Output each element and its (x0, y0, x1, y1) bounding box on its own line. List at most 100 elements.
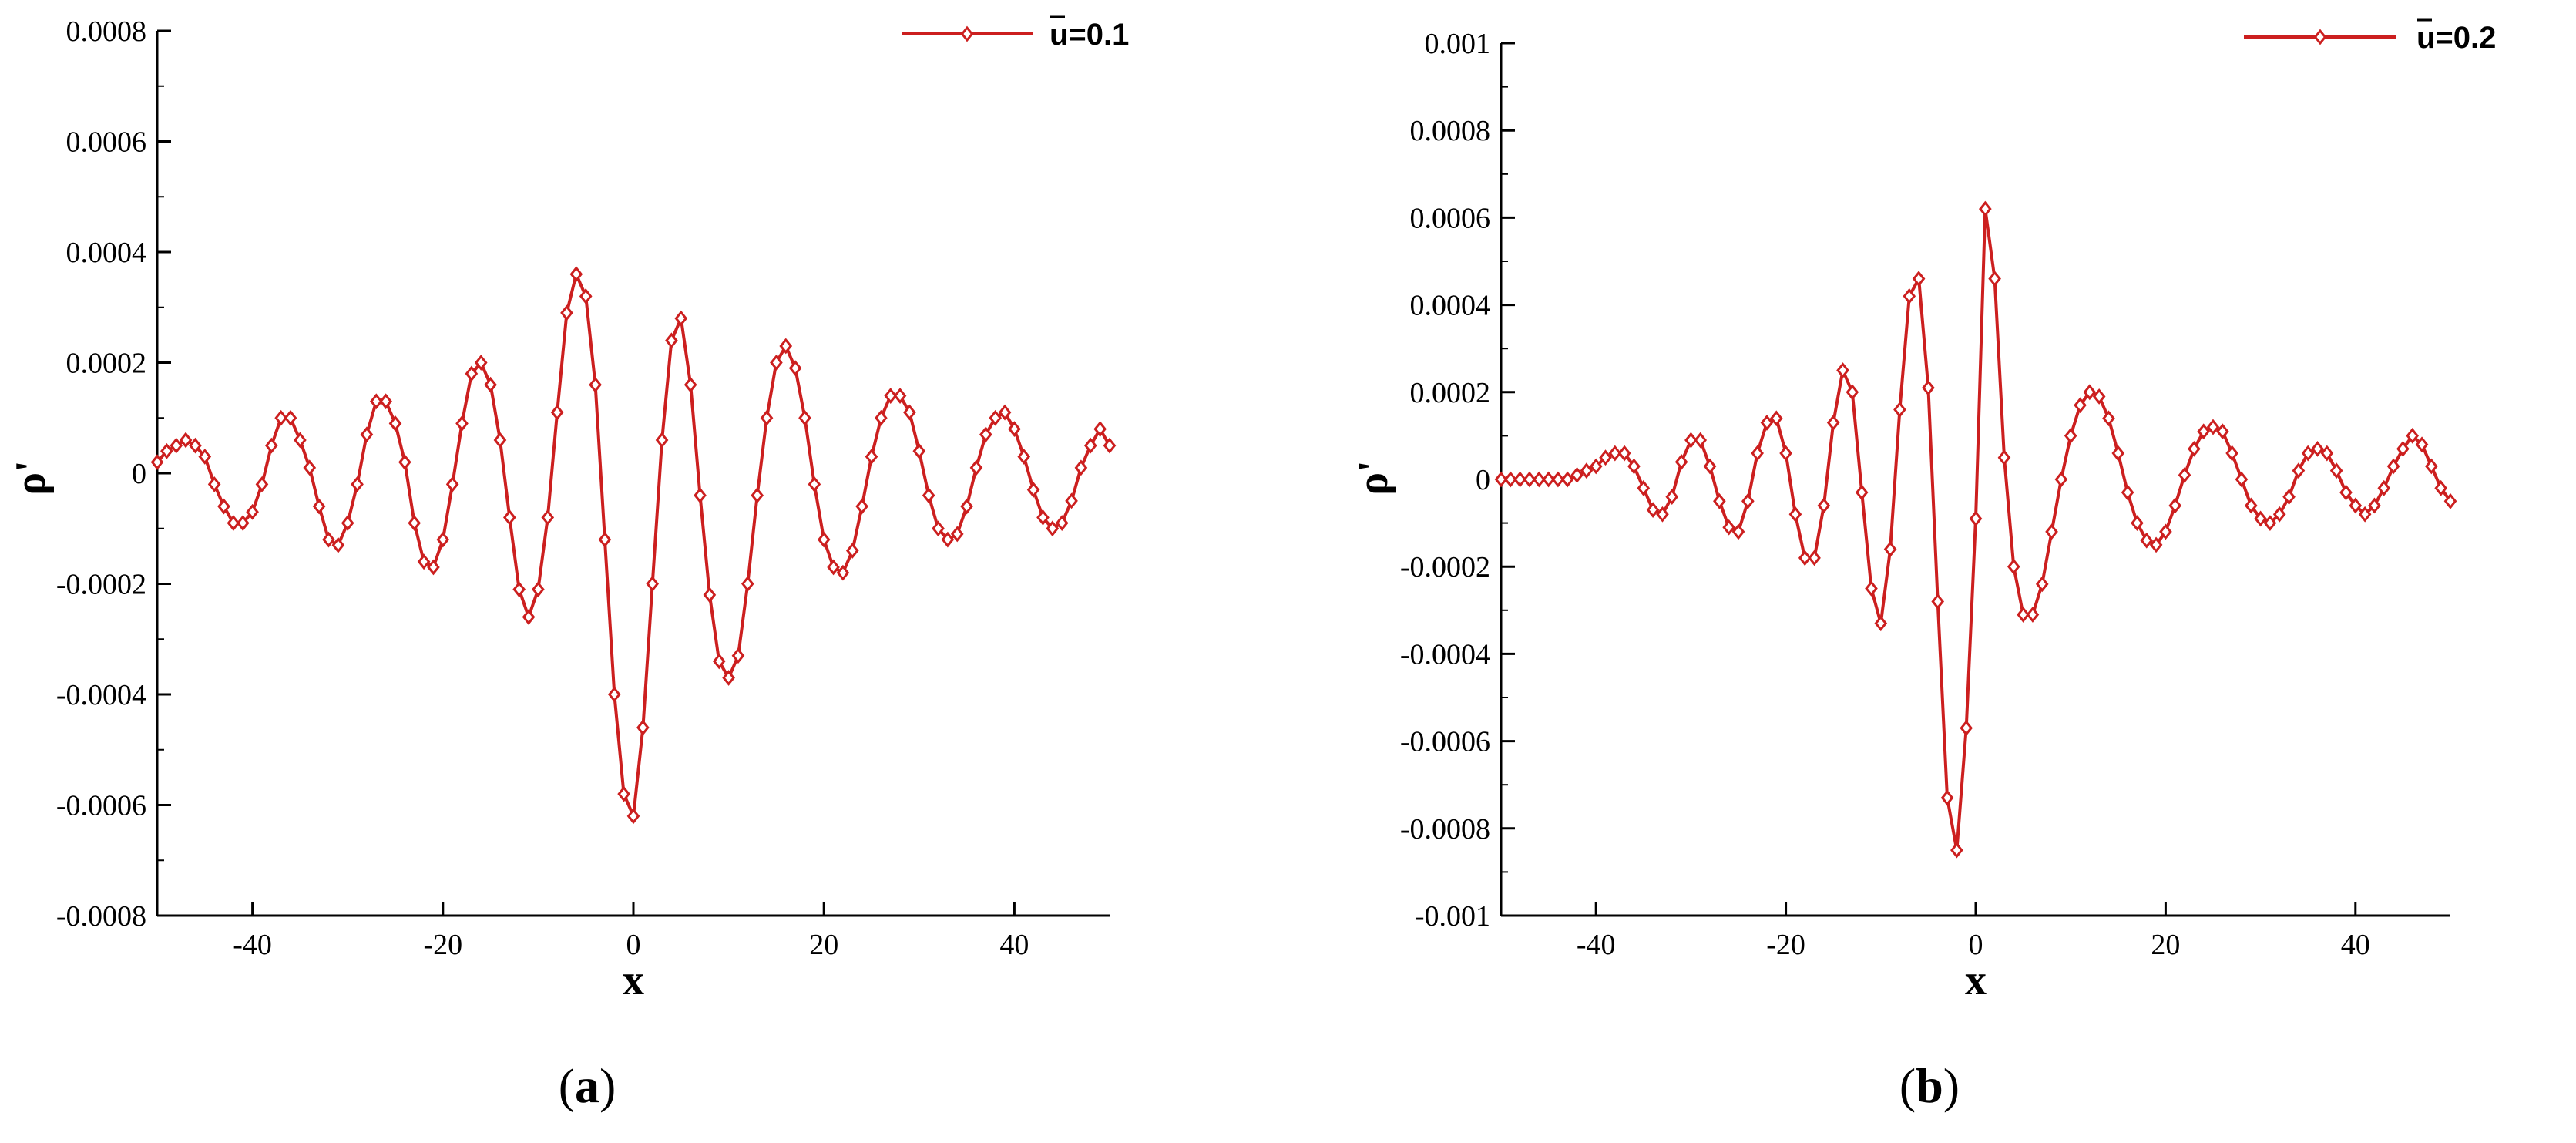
data-point (817, 531, 831, 548)
data-point (1751, 445, 1764, 462)
data-point (1722, 519, 1736, 536)
data-point (2244, 497, 2258, 514)
x-tick-label: 40 (999, 929, 1029, 961)
data-point (160, 442, 173, 459)
data-point (1017, 449, 1031, 465)
data-point (998, 404, 1012, 421)
y-tick-label: -0.001 (1415, 900, 1490, 933)
data-point (2406, 427, 2420, 444)
data-point (2329, 462, 2343, 479)
data-point (683, 376, 697, 393)
data-point (398, 454, 411, 471)
data-point (1694, 432, 1708, 449)
data-point (236, 515, 250, 531)
data-point (1665, 489, 1679, 506)
data-point (1817, 497, 1831, 514)
data-point (1808, 550, 1821, 566)
data-point (1940, 789, 1954, 806)
data-point (969, 459, 983, 476)
data-point (1893, 402, 1906, 418)
y-axis-title: ρ' (1349, 460, 1397, 496)
data-point (1570, 466, 1584, 483)
data-point (379, 393, 392, 410)
data-point (941, 531, 955, 548)
data-point (1074, 459, 1088, 476)
data-point (2311, 440, 2324, 457)
legend-label: u=0.2 (2416, 21, 2496, 55)
data-point (1065, 492, 1078, 509)
data-point (2320, 445, 2334, 462)
data-point (2159, 523, 2172, 540)
chart-panel-a: -0.0008 -0.0006 -0.0004 -0.0002 0 0.0002 0.000… (7, 15, 1129, 1113)
data-point (2386, 458, 2400, 475)
data-point (2215, 423, 2229, 440)
data-point (1855, 484, 1869, 501)
data-point (788, 360, 802, 377)
y-tick-label: -0.0008 (1400, 813, 1490, 845)
data-point (2301, 445, 2315, 462)
data-point (2339, 484, 2353, 501)
data-point (2178, 466, 2191, 483)
data-point (388, 415, 402, 432)
x-tick-label: 40 (2341, 929, 2370, 961)
data-point (2026, 607, 2040, 623)
data-point (2206, 419, 2220, 435)
data-point (2149, 536, 2163, 553)
data-point (845, 543, 859, 559)
y-tick-label: 0.0002 (66, 348, 147, 380)
y-tick-label: -0.0006 (1400, 726, 1490, 758)
data-point (1883, 541, 1897, 557)
data-point (1093, 421, 1107, 438)
y-tick-label: 0.0006 (66, 126, 147, 159)
data-point (1513, 471, 1526, 488)
data-point (560, 304, 573, 321)
y-tick-label: 0.0002 (1410, 377, 1491, 409)
data-point (474, 355, 488, 371)
data-point (264, 437, 278, 454)
data-point (445, 476, 459, 492)
data-point (150, 454, 164, 471)
data-point (455, 415, 469, 432)
data-point (1922, 379, 1935, 396)
y-tick-label: -0.0004 (56, 679, 146, 711)
data-point (1589, 458, 1603, 475)
data-point (2415, 436, 2429, 453)
data-point (1542, 471, 1555, 488)
data-point (1637, 479, 1651, 496)
data-point (2197, 423, 2211, 440)
data-point (2140, 532, 2154, 549)
x-tick-label: 20 (809, 929, 838, 961)
data-point (2292, 462, 2306, 479)
data-point (2434, 479, 2448, 496)
data-point (579, 287, 593, 304)
data-point (1903, 287, 1916, 304)
x-tick-label: -40 (233, 929, 272, 961)
data-point (2368, 497, 2381, 514)
data-point (1779, 445, 1792, 462)
x-tick-label: 0 (626, 929, 641, 961)
data-point (1960, 720, 1973, 737)
data-point (331, 536, 345, 553)
data-point (360, 426, 374, 443)
x-tick-label: -40 (1577, 929, 1616, 961)
data-point (246, 503, 259, 520)
data-point (741, 576, 754, 592)
chart-panel-b: -0.001 -0.0008 -0.0006 -0.0004 -0.0002 0 0.000… (1349, 18, 2496, 1113)
data-point (170, 437, 183, 454)
data-point (207, 476, 221, 492)
data-point (1788, 506, 1802, 523)
data-point (1703, 458, 1717, 475)
data-point (598, 531, 612, 548)
y-tick-label: 0.0004 (66, 237, 147, 269)
data-point (655, 432, 669, 449)
data-point (703, 587, 717, 603)
data-point (1656, 506, 1669, 523)
data-point (408, 515, 421, 531)
data-point (541, 509, 555, 526)
data-point (1874, 615, 1888, 632)
data-point (912, 442, 926, 459)
data-point (189, 437, 202, 454)
x-axis-title: x (1965, 956, 1987, 1004)
data-point (1523, 471, 1537, 488)
data-point (294, 432, 307, 449)
